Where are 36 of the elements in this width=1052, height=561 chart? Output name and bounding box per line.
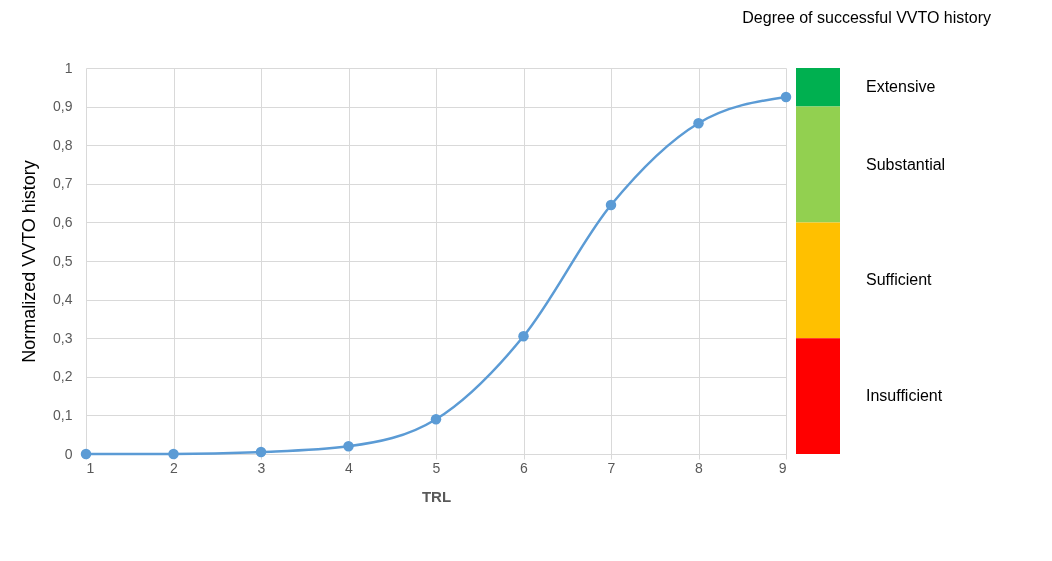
x-axis-title: TRL [421,487,452,505]
y-tick-label: 1 [64,59,73,76]
x-tick-label: 1 [86,459,95,476]
x-tick-label: 8 [695,459,704,476]
y-tick-label: 0,6 [53,213,73,230]
y-tick-label: 0,2 [53,368,73,385]
y-tick-label: 0,3 [53,329,73,346]
x-tick-label: 5 [432,459,441,476]
y-tick-label: 0 [64,445,73,462]
y-tick-label: 0,9 [53,98,73,115]
point [518,331,529,342]
x-tick-label: 9 [778,459,787,476]
point [343,441,354,452]
point [168,448,179,460]
point [780,91,792,103]
x-tick-label: 2 [170,459,179,476]
y-tick-label: 0,4 [53,291,73,308]
point [693,117,704,129]
x-tick-label: 6 [520,459,529,476]
x-tick-label: 3 [257,459,266,476]
y-tick-label: 0,5 [53,252,73,269]
y-tick-label: 0,7 [53,175,73,192]
y-tick-label: 0,8 [53,136,73,153]
point [605,199,617,211]
text: Sufficient [866,271,933,289]
x-tick-label: 4 [345,459,354,476]
text: Insufficient [866,387,943,405]
point [255,446,267,458]
point [80,448,92,460]
text: Degree of successful VVTO history [742,9,991,26]
text: Extensive [866,78,936,96]
x-tick-label: 7 [607,459,616,476]
y-axis-title: Normalized VVTO history [19,160,40,363]
text: Substantial [866,155,946,173]
point [430,414,442,425]
y-tick-label: 0,1 [53,406,73,423]
